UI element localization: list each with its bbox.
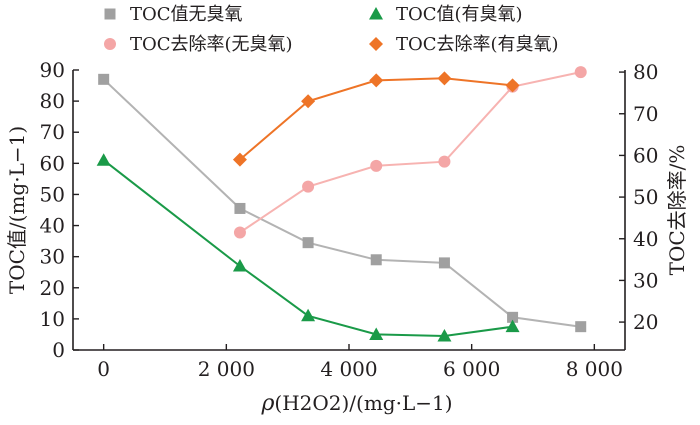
data-point	[505, 319, 520, 333]
x-tick-label: 2 000	[198, 357, 255, 381]
y-left-tick-label: 60	[40, 151, 65, 175]
data-point	[301, 308, 316, 322]
data-point	[370, 254, 382, 266]
series-0	[98, 73, 587, 333]
series-line	[239, 71, 581, 234]
series-line	[239, 77, 513, 161]
data-point	[438, 155, 451, 168]
x-tick-label: 0	[97, 357, 110, 381]
legend-marker	[369, 7, 383, 20]
x-tick-label: 8 000	[566, 357, 623, 381]
data-point	[574, 66, 587, 79]
series-3	[232, 71, 520, 167]
y-left-tick-label: 40	[40, 214, 65, 238]
legend-label: TOC值无臭氧	[130, 4, 243, 25]
legend-marker	[369, 37, 383, 51]
y-right-axis-title: TOC去除率/%	[665, 145, 689, 276]
data-point	[232, 259, 247, 272]
y-right-tick-label: 80	[633, 60, 658, 84]
data-point	[575, 321, 587, 333]
data-point	[369, 327, 384, 340]
x-tick-label: 6 000	[443, 357, 500, 381]
y-left-tick-label: 20	[40, 276, 65, 300]
y-left-tick-label: 70	[40, 120, 65, 144]
legend-marker	[104, 8, 116, 20]
data-point	[234, 202, 246, 214]
legend-label: TOC去除率(有臭氧)	[396, 34, 559, 55]
y-left-tick-label: 80	[40, 89, 65, 113]
y-right-tick-label: 50	[633, 185, 658, 209]
data-point	[232, 152, 247, 167]
data-point	[505, 78, 520, 93]
legend-marker	[104, 38, 116, 50]
y-left-tick-label: 90	[40, 58, 65, 82]
series-2	[233, 66, 587, 239]
y-right-tick-label: 70	[633, 102, 658, 126]
series-1	[96, 153, 520, 342]
x-axis-title: ρ(H2O2)/(mg·L−1)	[260, 391, 452, 416]
legend-label: TOC值(有臭氧)	[396, 4, 523, 25]
data-point	[437, 71, 452, 86]
data-point	[98, 73, 110, 85]
y-right-tick-label: 30	[633, 268, 658, 292]
data-point	[302, 237, 314, 249]
data-point	[233, 226, 246, 239]
legend-label: TOC去除率(无臭氧)	[130, 34, 293, 55]
data-point	[507, 311, 519, 323]
data-point	[302, 180, 315, 193]
y-left-tick-label: 30	[40, 245, 65, 269]
data-point	[437, 329, 452, 342]
y-right-tick-label: 60	[633, 143, 658, 167]
y-left-tick-label: 50	[40, 182, 65, 206]
x-tick-label: 4 000	[320, 357, 377, 381]
data-point	[438, 257, 450, 269]
y-right-tick-label: 40	[633, 227, 658, 251]
y-left-tick-label: 10	[40, 307, 65, 331]
series-line	[103, 159, 513, 338]
data-point	[369, 73, 384, 88]
y-left-axis-title: TOC值/(mg·L−1)	[5, 126, 29, 294]
y-left-tick-label: 0	[52, 338, 65, 362]
data-point	[370, 159, 383, 172]
data-point	[301, 94, 316, 109]
y-right-tick-label: 20	[633, 310, 658, 334]
series-line	[103, 78, 581, 328]
data-point	[96, 153, 111, 166]
legend: TOC值无臭氧 TOC值(有臭氧) TOC去除率(无臭氧) TOC去除率(有臭氧)	[104, 4, 559, 55]
